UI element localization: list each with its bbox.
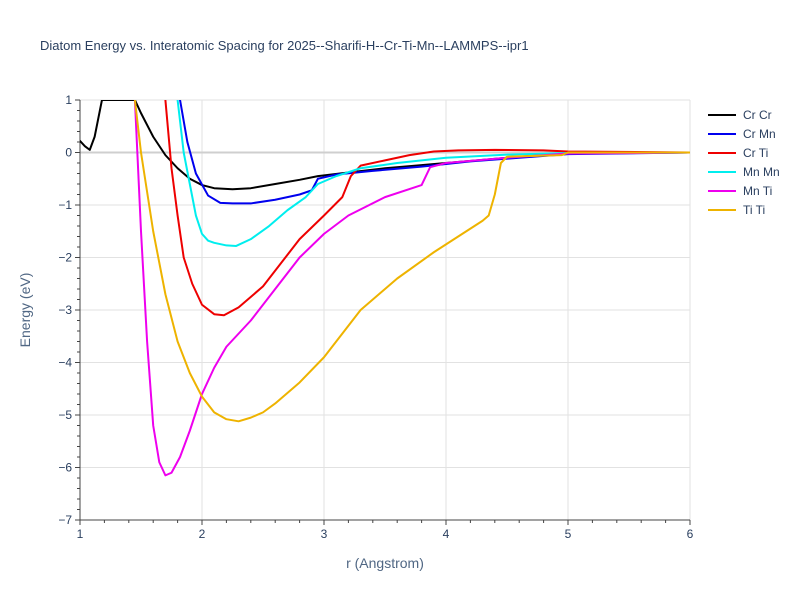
series-line-cr-ti [164, 100, 690, 317]
x-tick-label: 2 [199, 527, 206, 541]
x-tick-label: 1 [77, 527, 84, 541]
legend-label: Ti Ti [743, 203, 765, 217]
legend-label: Mn Ti [743, 184, 772, 198]
series-line-mn-mn [176, 100, 690, 247]
legend-label: Cr Ti [743, 146, 768, 160]
y-axis-title: Energy (eV) [17, 273, 33, 348]
series-line-ti-ti [133, 100, 690, 423]
y-tick-label: 0 [65, 146, 72, 160]
legend-label: Cr Cr [743, 108, 772, 122]
y-tick-label: −3 [58, 303, 72, 317]
y-tick-label: −2 [58, 251, 72, 265]
y-tick-label: 1 [65, 93, 72, 107]
legend-label: Mn Mn [743, 165, 780, 179]
chart-title: Diatom Energy vs. Interatomic Spacing fo… [40, 38, 529, 53]
x-tick-label: 4 [443, 527, 450, 541]
y-tick-label: −7 [58, 513, 72, 527]
y-tick-label: −4 [58, 356, 72, 370]
x-tick-label: 6 [687, 527, 694, 541]
axis-ticks: 1 2 3 4 5 6 1 0 −1 −2 −3 −4 −5 −6 −7 [58, 93, 693, 541]
y-tick-label: −5 [58, 408, 72, 422]
x-axis-title: r (Angstrom) [346, 555, 424, 571]
y-tick-label: −6 [58, 461, 72, 475]
series-line-mn-ti [133, 100, 690, 477]
x-tick-label: 5 [565, 527, 572, 541]
y-tick-label: −1 [58, 198, 72, 212]
legend: Cr Cr Cr Mn Cr Ti Mn Mn Mn Ti Ti Ti [708, 108, 780, 217]
x-tick-label: 3 [321, 527, 328, 541]
series-lines [80, 100, 690, 477]
legend-label: Cr Mn [743, 127, 776, 141]
